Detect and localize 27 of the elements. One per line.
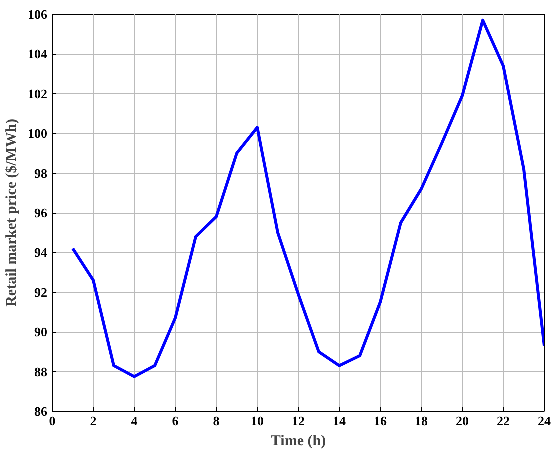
x-tick-label: 6 <box>172 414 180 428</box>
y-tick-label: 90 <box>34 324 48 340</box>
x-axis-title: Time (h) <box>270 434 326 450</box>
y-tick-label: 88 <box>34 364 48 380</box>
y-tick-label: 96 <box>34 206 48 220</box>
x-tick-label: 20 <box>456 414 469 428</box>
x-tick-label: 0 <box>49 414 56 428</box>
x-tick-label: 8 <box>213 414 220 428</box>
y-tick-label: 106 <box>28 7 48 22</box>
x-tick-label: 18 <box>415 414 428 428</box>
x-tick-label: 10 <box>251 414 264 428</box>
x-tick-label: 14 <box>333 414 346 428</box>
y-tick-label: 86 <box>34 404 48 419</box>
y-tick-label: 94 <box>34 245 48 260</box>
y-tick-label: 92 <box>34 284 48 300</box>
x-tick-label: 2 <box>90 414 97 428</box>
y-tick-label: 102 <box>28 86 48 102</box>
x-tick-label: 12 <box>292 414 305 428</box>
x-tick-label: 22 <box>497 414 510 428</box>
line-series <box>72 18 544 378</box>
x-tick-label: 16 <box>374 414 388 428</box>
y-tick-label: 104 <box>28 46 48 62</box>
x-tick-label: 24 <box>538 414 552 428</box>
y-tick-label: 98 <box>34 166 48 181</box>
y-axis-title: Retail market price ($/MWh) <box>4 119 20 307</box>
x-tick-label: 4 <box>131 414 138 428</box>
y-tick-label: 100 <box>28 126 48 142</box>
